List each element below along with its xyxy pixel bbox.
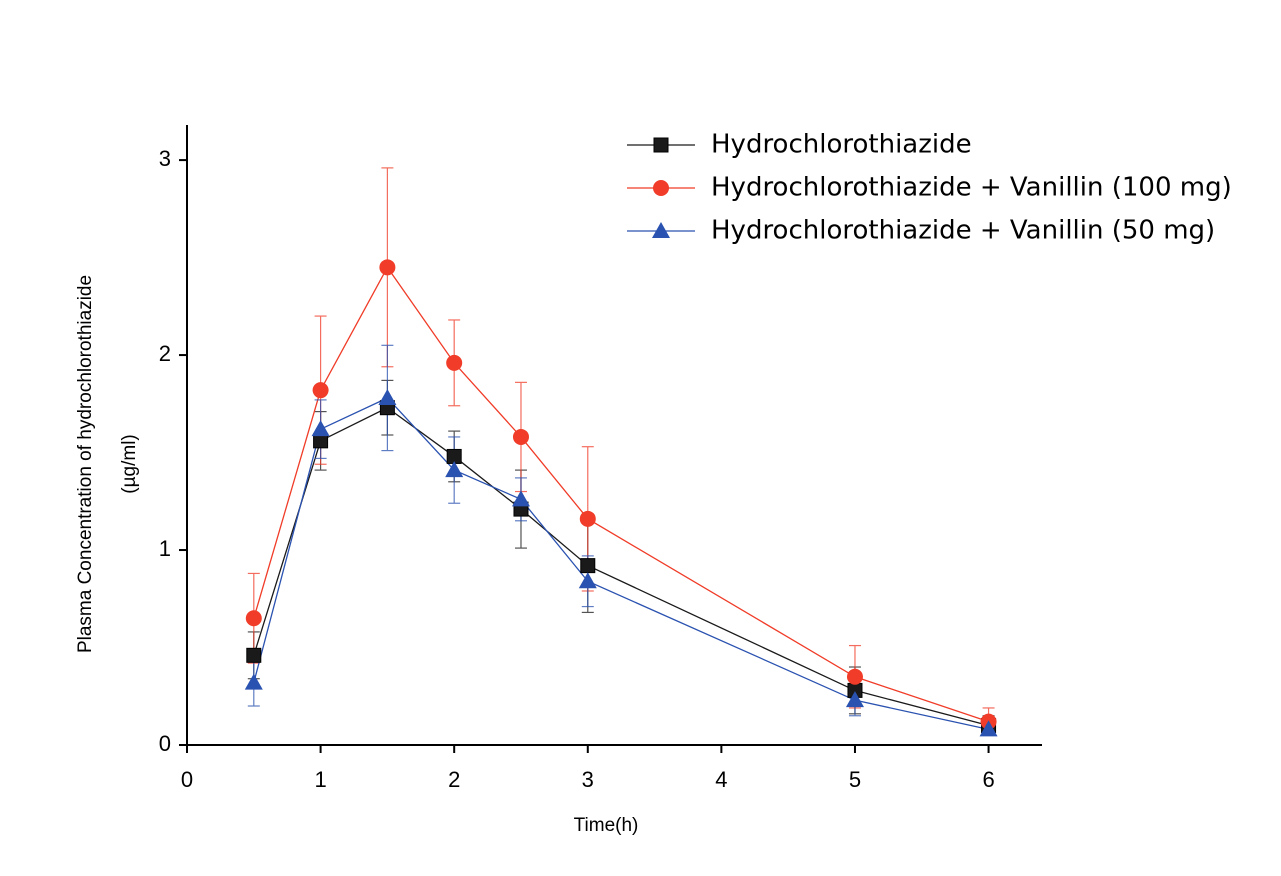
data-point xyxy=(512,428,529,445)
series-line xyxy=(253,406,989,727)
data-point xyxy=(578,572,597,589)
data-point xyxy=(445,461,464,478)
y-tick-label: 2 xyxy=(159,341,171,366)
x-tick-label: 0 xyxy=(181,767,193,792)
x-tick-label: 1 xyxy=(314,767,326,792)
x-tick-label: 6 xyxy=(982,767,994,792)
x-tick-label: 2 xyxy=(448,767,460,792)
data-point xyxy=(580,558,596,574)
data-point xyxy=(245,610,262,627)
data-point xyxy=(378,388,397,405)
data-point xyxy=(311,420,330,437)
data-point xyxy=(246,647,262,663)
data-point xyxy=(846,668,863,685)
series-line xyxy=(253,266,989,723)
series-line xyxy=(253,397,989,731)
y-tick-label: 3 xyxy=(159,146,171,171)
x-tick-label: 3 xyxy=(582,767,594,792)
data-point xyxy=(446,354,463,371)
data-point xyxy=(244,673,263,690)
y-tick-label: 1 xyxy=(159,536,171,561)
data-point xyxy=(845,691,864,708)
data-point xyxy=(312,382,329,399)
data-point xyxy=(379,259,396,276)
y-axis-label: Plasma Concentration of hydrochlorothiaz… xyxy=(75,275,96,653)
legend-label: Hydrochlorothiazide + Vanillin (100 mg) xyxy=(711,173,1232,203)
y-tick-label: 0 xyxy=(159,731,171,756)
legend-marker xyxy=(653,180,669,196)
data-point xyxy=(979,720,998,737)
x-tick-label: 4 xyxy=(715,767,727,792)
x-tick-label: 5 xyxy=(849,767,861,792)
legend-marker xyxy=(653,137,669,153)
data-point xyxy=(511,490,530,507)
data-point xyxy=(579,510,596,527)
legend-label: Hydrochlorothiazide xyxy=(711,130,972,160)
legend-marker xyxy=(652,222,670,238)
y-axis-label: (µg/ml) xyxy=(119,434,140,494)
x-axis-label: Time(h) xyxy=(574,815,639,836)
legend-label: Hydrochlorothiazide + Vanillin (50 mg) xyxy=(711,216,1215,246)
